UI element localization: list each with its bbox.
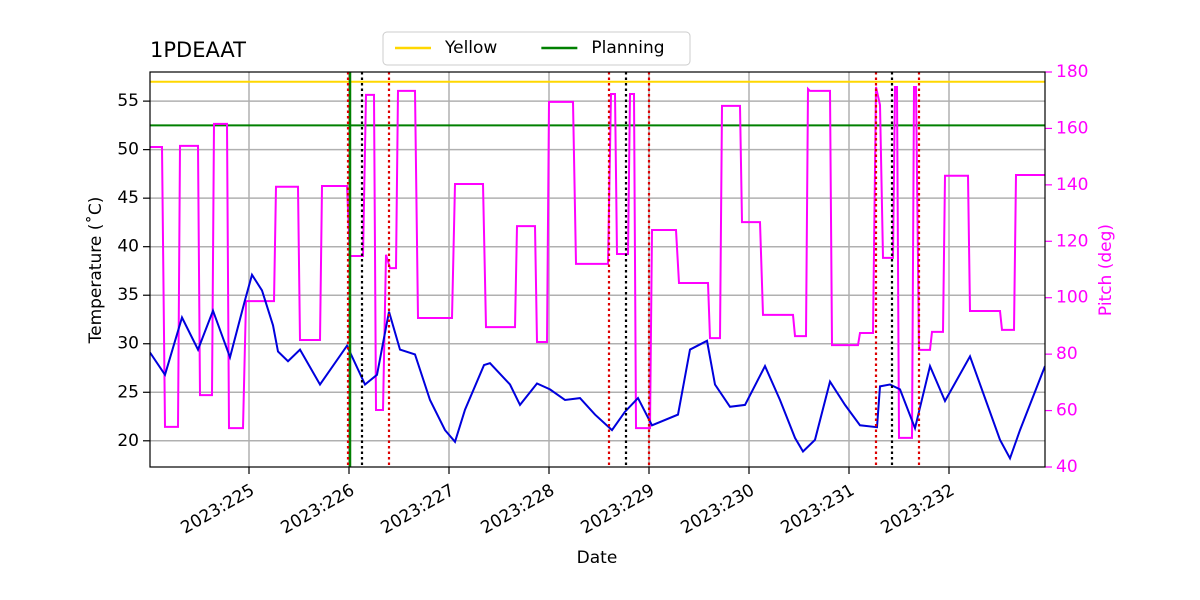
legend-label: Yellow: [444, 38, 497, 58]
y2-tick-label: 100: [1056, 288, 1088, 308]
y-tick-label: 35: [117, 285, 139, 305]
legend-box: [382, 31, 691, 66]
chart-title: 1PDEAAT: [150, 38, 246, 62]
y2-tick-label: 80: [1056, 344, 1078, 364]
y-tick-label: 20: [117, 431, 139, 451]
y-axis-label: Temperature (˚C): [85, 197, 106, 345]
y2-tick-label: 180: [1056, 62, 1088, 82]
data-line: [150, 86, 1045, 439]
legend: Yellow Planning: [382, 31, 691, 66]
y-tick-label: 25: [117, 382, 139, 402]
y-tick-label: 50: [117, 140, 139, 160]
data-line: [150, 272, 1045, 461]
x-axis-label: Date: [577, 548, 618, 568]
y-tick-label: 30: [117, 334, 139, 354]
y-tick-label: 55: [117, 91, 139, 111]
y2-tick-label: 160: [1056, 118, 1088, 138]
y-tick-label: 45: [117, 188, 139, 208]
y2-tick-label: 40: [1056, 457, 1078, 477]
plot-area: [150, 72, 1045, 467]
plot-frame: [149, 71, 1046, 468]
y2-tick-label: 120: [1056, 231, 1088, 251]
y-tick-label: 40: [117, 237, 139, 257]
y2-tick-label: 60: [1056, 401, 1078, 421]
y2-tick-label: 140: [1056, 175, 1088, 195]
y2-axis-label: Pitch (deg): [1096, 224, 1116, 316]
legend-label: Planning: [591, 38, 664, 58]
